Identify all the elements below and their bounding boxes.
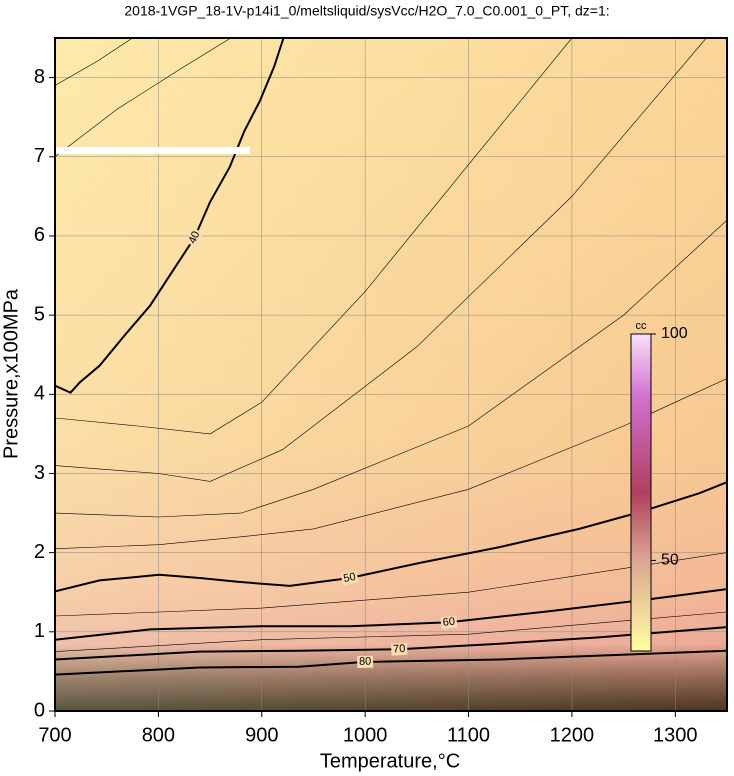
white-bar bbox=[55, 147, 250, 154]
contour-label: 50 bbox=[342, 571, 356, 585]
contour-line bbox=[55, 378, 727, 549]
contour-line bbox=[55, 611, 727, 652]
contour-line bbox=[55, 38, 573, 435]
contour-label: 80 bbox=[359, 656, 371, 668]
x-tick-label: 1100 bbox=[447, 724, 490, 746]
contour-label: 70 bbox=[393, 643, 406, 656]
contour-label-bg bbox=[390, 642, 408, 656]
x-tick-label: 1300 bbox=[653, 724, 698, 746]
y-tick-label: 6 bbox=[34, 224, 45, 246]
plot-frame bbox=[54, 37, 728, 712]
contour-label: 40 bbox=[187, 229, 203, 245]
x-axis-label: Temperature,°C bbox=[320, 750, 460, 772]
colorbar-tick-label: 100 bbox=[661, 325, 688, 342]
contour-line bbox=[55, 38, 133, 86]
contour-label-bg bbox=[185, 227, 204, 248]
y-tick-label: 1 bbox=[34, 620, 45, 642]
contour-label-bg bbox=[357, 655, 374, 669]
y-tick-label: 5 bbox=[34, 303, 45, 325]
x-tick-label: 800 bbox=[142, 724, 175, 746]
colorbar-label: cc bbox=[636, 320, 648, 332]
x-tick-label: 1200 bbox=[550, 724, 595, 746]
y-tick-label: 4 bbox=[34, 383, 45, 405]
x-tick-label: 700 bbox=[38, 724, 71, 746]
y-axis-label: Pressure,x100MPa bbox=[0, 288, 22, 459]
x-tick-label: 1000 bbox=[343, 724, 388, 746]
colorbar bbox=[630, 333, 652, 652]
colorbar-tick-label: 50 bbox=[661, 552, 679, 569]
contour-label: 60 bbox=[442, 616, 455, 629]
chart-title: 2018-1VGP_18-1V-p14i1_0/meltsliquid/sysV… bbox=[124, 3, 609, 19]
contour-line bbox=[55, 38, 707, 482]
y-tick-label: 2 bbox=[34, 541, 45, 563]
contour-label-bg bbox=[440, 615, 458, 630]
y-tick-label: 3 bbox=[34, 462, 45, 484]
y-tick-label: 7 bbox=[34, 145, 45, 167]
contour-label-bg bbox=[340, 570, 359, 586]
contour-line bbox=[55, 38, 285, 394]
contour-line bbox=[55, 552, 727, 617]
y-tick-label: 8 bbox=[34, 66, 45, 88]
y-tick-label: 0 bbox=[34, 699, 45, 721]
contour-line bbox=[55, 38, 231, 158]
x-tick-label: 900 bbox=[245, 724, 278, 746]
plot-background-shade bbox=[55, 38, 727, 711]
contour-line bbox=[55, 219, 727, 518]
